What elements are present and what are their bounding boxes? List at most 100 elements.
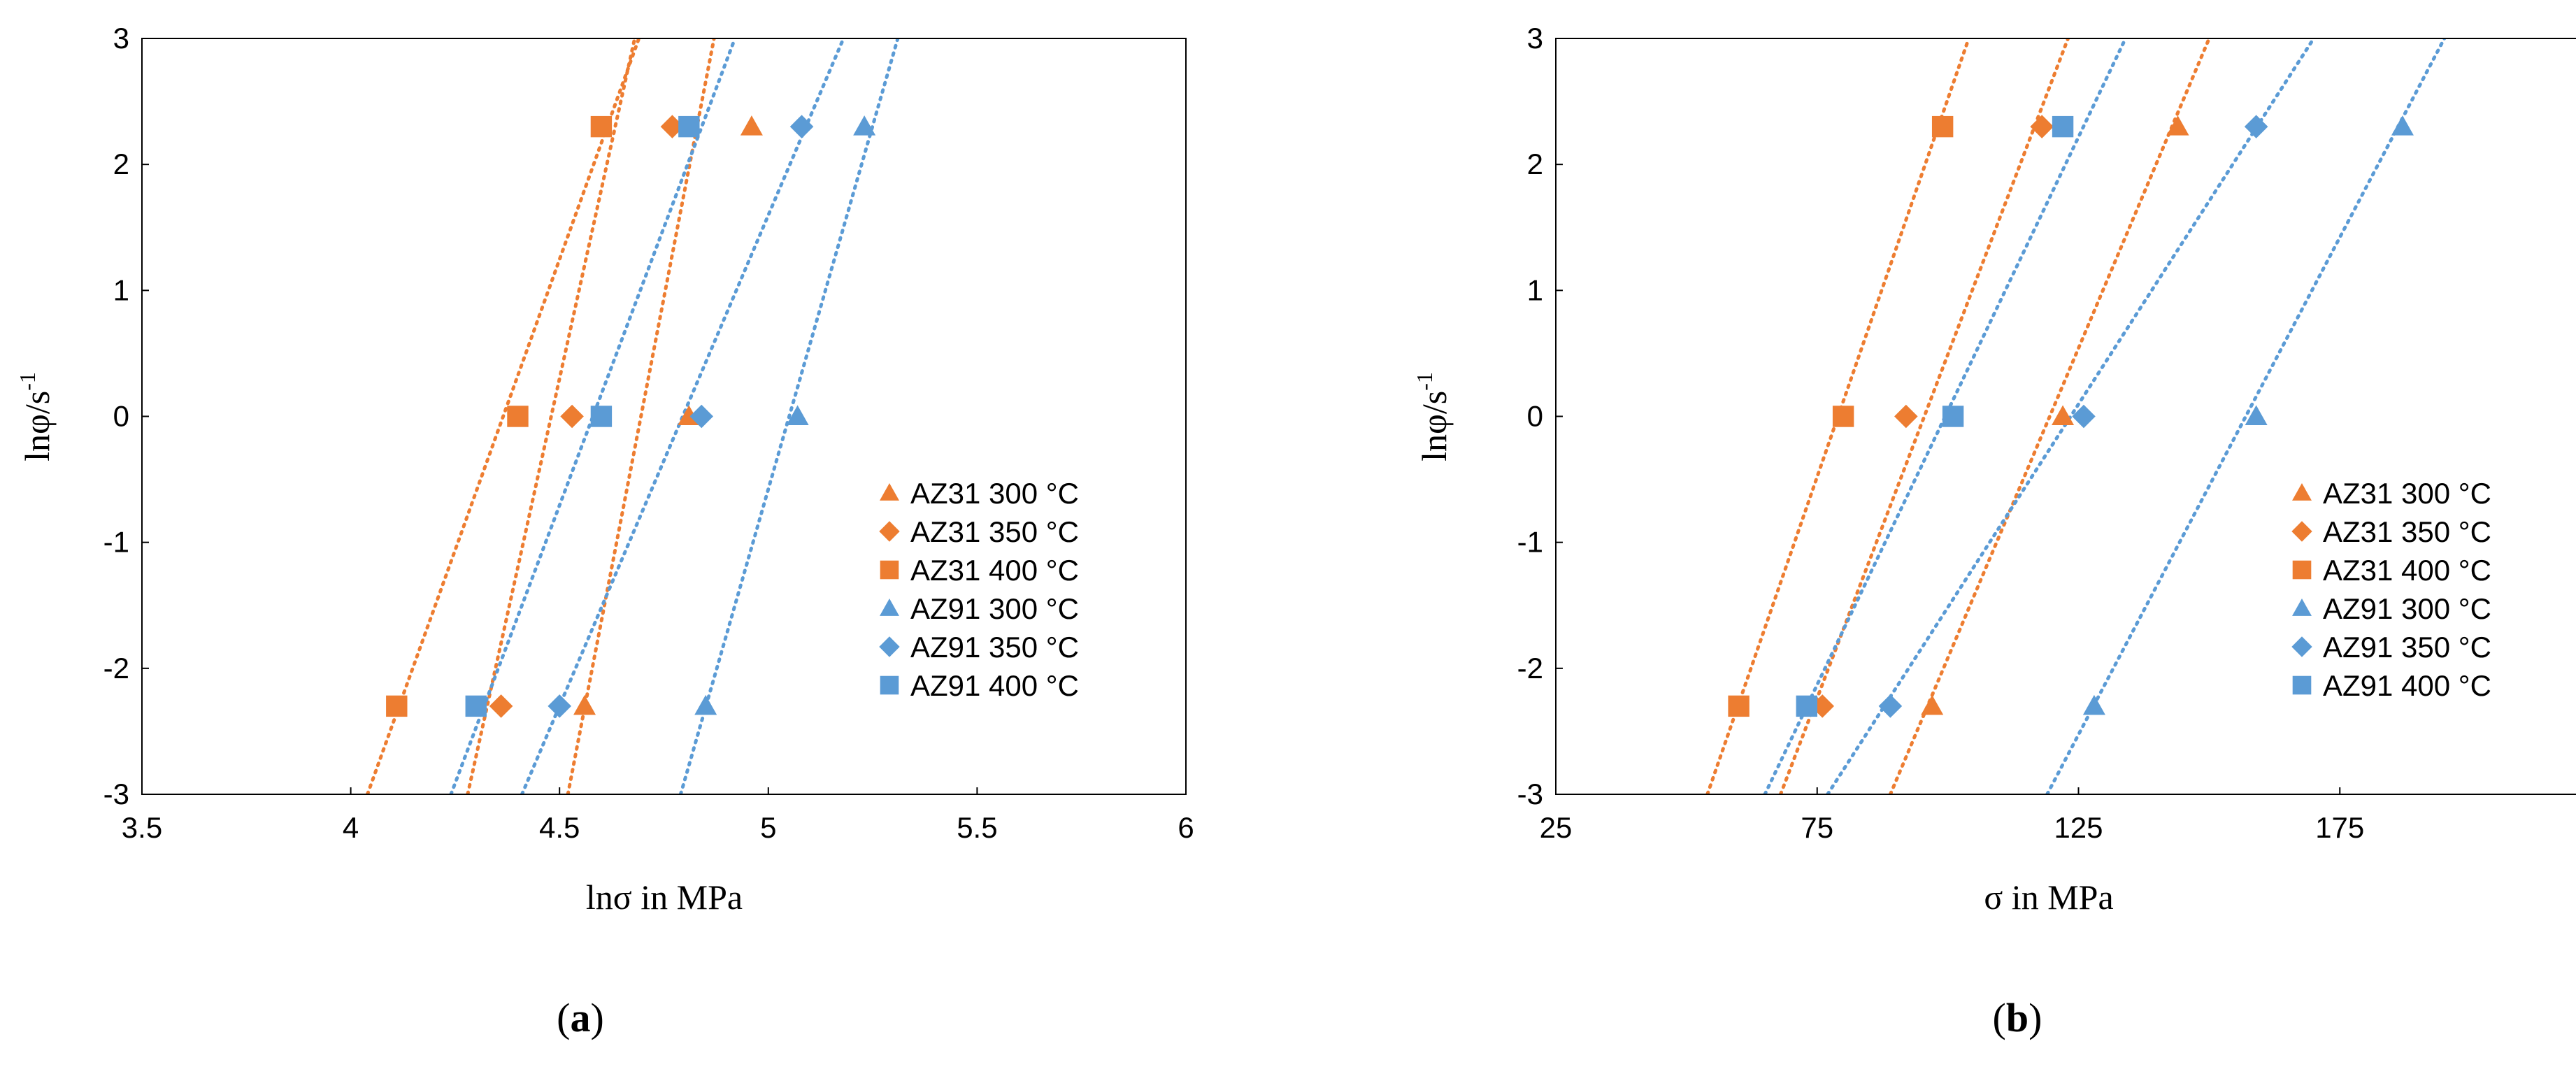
data-point	[1878, 694, 1903, 718]
x-tick-label: 4	[343, 811, 359, 844]
data-point	[1810, 694, 1835, 718]
y-tick-label: -1	[103, 526, 129, 559]
y-tick-label: -3	[1517, 778, 1543, 810]
legend-label: AZ91 400 °C	[2323, 669, 2491, 702]
y-axis-label-superscript: -1	[1412, 372, 1437, 391]
legend-entry: AZ31 400 °C	[2292, 554, 2491, 587]
panel-b: -3-2-101232575125175225 σ in MPa lnφ/s-1…	[1412, 22, 2576, 1040]
data-point	[2082, 694, 2105, 715]
y-tick-label: -2	[103, 652, 129, 685]
legend-marker-glyph	[880, 560, 899, 580]
x-tick-label: 5.5	[957, 811, 997, 844]
legend-entry: AZ31 300 °C	[2292, 477, 2491, 510]
legend-marker-glyph	[879, 636, 900, 657]
data-point	[2166, 115, 2189, 136]
data-point	[386, 695, 408, 717]
legend-entry: AZ91 300 °C	[880, 592, 1079, 625]
legend-label: AZ31 350 °C	[910, 515, 1079, 548]
data-point	[573, 694, 596, 715]
y-tick-label: 3	[113, 22, 129, 55]
legend-label: AZ31 400 °C	[2323, 554, 2491, 587]
legend-label: AZ31 300 °C	[910, 477, 1079, 510]
x-tick-label: 5	[760, 811, 776, 844]
y-tick-label: 0	[1527, 400, 1543, 433]
trend-line	[678, 38, 900, 794]
legend-marker	[879, 636, 900, 657]
y-axis-label-main: lnφ/s	[1415, 391, 1454, 461]
legend-entry: AZ31 350 °C	[2291, 515, 2491, 548]
x-tick-label: 25	[1540, 811, 1573, 844]
x-tick-label: 175	[2315, 811, 2364, 844]
legend-marker-glyph	[880, 599, 899, 616]
y-tick-label: 1	[1527, 273, 1543, 306]
trend-line	[1778, 38, 2070, 794]
legend-label: AZ91 300 °C	[910, 592, 1079, 625]
data-point	[678, 115, 700, 138]
trend-line	[566, 38, 716, 794]
legend-label: AZ91 300 °C	[2323, 592, 2491, 625]
trend-line	[1888, 38, 2211, 794]
data-point	[548, 694, 571, 718]
legend-entry: AZ91 350 °C	[879, 631, 1079, 664]
legend-marker	[2292, 483, 2312, 501]
y-tick-label: 3	[1527, 22, 1543, 55]
legend-entry: AZ91 300 °C	[2292, 592, 2491, 625]
data-point	[2052, 405, 2075, 425]
legend-marker	[2292, 560, 2312, 580]
legend-label: AZ91 350 °C	[910, 631, 1079, 664]
data-point	[689, 404, 714, 429]
legend-entry: AZ91 400 °C	[880, 669, 1079, 702]
y-axis-label-main: lnφ/s	[17, 391, 57, 461]
legend-marker	[880, 483, 899, 501]
panel-caption-letter: a	[571, 995, 591, 1040]
data-point	[2244, 115, 2268, 138]
data-point	[1796, 695, 1817, 717]
data-point	[590, 406, 613, 427]
data-point	[660, 115, 685, 138]
legend-label: AZ91 400 °C	[910, 669, 1079, 702]
data-point	[1942, 406, 1964, 427]
data-point	[2052, 115, 2074, 138]
y-tick-label: -3	[103, 778, 129, 810]
data-point	[590, 115, 613, 138]
legend-marker-glyph	[2291, 636, 2312, 657]
legend-marker	[2291, 636, 2312, 657]
x-axis-label: lnσ in MPa	[586, 878, 743, 917]
legend-marker-glyph	[2291, 521, 2312, 542]
data-point	[1921, 694, 1944, 715]
data-point	[853, 115, 876, 136]
legend-marker-glyph	[2292, 599, 2312, 616]
legend-marker-glyph	[2292, 675, 2312, 695]
x-tick-label: 6	[1178, 811, 1194, 844]
legend-marker	[879, 521, 900, 542]
legend: AZ31 300 °C AZ31 350 °C AZ31 400 °C AZ91…	[2291, 477, 2491, 702]
trend-line	[466, 38, 637, 794]
data-point	[1931, 115, 1954, 138]
data-point	[560, 404, 584, 429]
panel-caption: (b)	[1993, 995, 2042, 1040]
y-axis-label: lnφ/s-1	[15, 372, 57, 461]
x-tick-label: 4.5	[539, 811, 580, 844]
data-point	[2030, 115, 2054, 138]
legend-label: AZ31 400 °C	[910, 554, 1079, 587]
panel-caption-letter: b	[2006, 995, 2028, 1040]
data-point	[2072, 404, 2096, 429]
legend-marker-glyph	[2292, 560, 2312, 580]
y-tick-label: -2	[1517, 652, 1543, 685]
trend-line	[365, 38, 641, 794]
y-axis-label: lnφ/s-1	[1412, 372, 1454, 461]
data-point	[507, 406, 529, 427]
legend-marker	[2292, 675, 2312, 695]
legend-marker-glyph	[880, 675, 899, 695]
data-point	[1894, 404, 1918, 429]
legend-marker-glyph	[879, 521, 900, 542]
data-point	[1728, 695, 1749, 717]
data-point	[465, 695, 487, 717]
legend-entry: AZ31 350 °C	[879, 515, 1079, 548]
x-tick-label: 75	[1801, 811, 1833, 844]
legend-label: AZ31 350 °C	[2323, 515, 2491, 548]
x-tick-label: 3.5	[122, 811, 162, 844]
legend-label: AZ31 300 °C	[2323, 477, 2491, 510]
data-point	[786, 405, 809, 425]
